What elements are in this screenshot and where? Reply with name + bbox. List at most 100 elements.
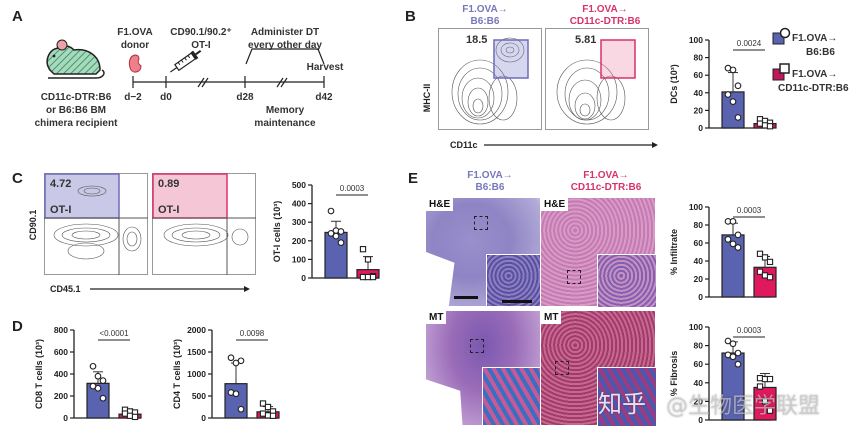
x-axis-label-cd45: CD45.1 [50, 284, 81, 294]
e-group2-title: F1.OVA→ CD11c-DTR:B6 [570, 170, 642, 193]
p-value: 0.0024 [737, 39, 762, 48]
histology-he-dtr [541, 198, 657, 308]
timepoint-d28: d28 [236, 92, 254, 103]
data-point [729, 353, 737, 361]
histology-mt-b6 [426, 311, 540, 425]
data-point [756, 268, 764, 275]
p-value: 0.0098 [240, 329, 265, 338]
p-value: 0.0003 [340, 184, 365, 193]
data-point [761, 375, 769, 383]
data-point [259, 400, 267, 407]
data-point [766, 375, 774, 383]
svg-text:100: 100 [689, 322, 703, 332]
histology-he-b6 [426, 198, 540, 306]
timepoint-d42: d42 [315, 92, 333, 103]
svg-text:1000: 1000 [187, 369, 206, 379]
svg-text:200: 200 [54, 391, 68, 401]
svg-text:80: 80 [694, 220, 704, 230]
data-point [729, 218, 737, 225]
data-point [761, 122, 769, 129]
legend-blue-symbol [772, 27, 791, 45]
legend-item2-line2: CD11c-DTR:B6 [778, 83, 849, 94]
watermark-zhihu: 知乎 [598, 390, 646, 418]
legend-item1-line2: B6:B6 [806, 47, 835, 58]
panel-letter-b: B [405, 8, 416, 25]
data-point [766, 258, 774, 266]
svg-text:2000: 2000 [187, 325, 206, 335]
data-point [766, 407, 774, 414]
donor-label: F1.OVA donor [117, 27, 153, 51]
svg-text:200: 200 [292, 236, 306, 246]
gate-value-c1: 4.72 [50, 178, 72, 190]
svg-text:800: 800 [54, 325, 68, 335]
data-point [724, 91, 732, 98]
data-point [269, 412, 277, 419]
data-point [337, 228, 345, 235]
svg-text:0: 0 [63, 413, 68, 423]
y-axis-label-cd90: CD90.1 [28, 210, 38, 241]
y-axis-label: CD4 T cells (10³) [172, 339, 182, 409]
svg-text:100: 100 [689, 202, 703, 212]
gate-label-c1: OT-I [50, 204, 72, 216]
group2-title: F1.OVA→ CD11c-DTR:B6 [569, 4, 641, 27]
bar [86, 382, 110, 419]
bar-chart-infiltrate: % Infiltrate 0 20 40 60 80 100 0.0003 [669, 202, 777, 302]
svg-text:20: 20 [694, 105, 704, 115]
panel-letter-a: A [12, 8, 23, 25]
bar-chart-cd4: CD4 T cells (10³) 0 500 1000 1500 2000 0.0098 [172, 325, 280, 423]
timeline [132, 76, 325, 88]
data-point [756, 383, 764, 390]
gate-label-c2: OT-I [158, 204, 180, 216]
svg-text:0: 0 [301, 273, 306, 283]
data-point [264, 403, 272, 411]
svg-text:80: 80 [694, 53, 704, 63]
watermark-account: @生物医学联盟 [666, 394, 821, 419]
data-point [131, 413, 139, 421]
legend-pink-symbol [772, 63, 790, 81]
p-value: <0.0001 [99, 329, 129, 338]
syringe-icon [169, 50, 202, 73]
flow-plot-b1 [438, 28, 542, 130]
data-point [729, 98, 737, 105]
data-point [761, 272, 769, 279]
svg-text:400: 400 [54, 369, 68, 379]
svg-text:100: 100 [689, 35, 703, 45]
data-point [761, 254, 769, 261]
data-point [729, 240, 737, 248]
y-axis-label: % Fibrosis [669, 351, 679, 397]
svg-text:40: 40 [694, 378, 704, 388]
data-point [259, 410, 267, 417]
y-axis-label: DCs (10³) [669, 64, 679, 104]
x-axis-label-cd11c: CD11c [450, 140, 478, 150]
svg-text:20: 20 [694, 274, 704, 284]
data-point [237, 405, 245, 413]
svg-text:0: 0 [698, 292, 703, 302]
svg-text:40: 40 [694, 256, 704, 266]
data-point [89, 362, 97, 370]
svg-text:40: 40 [694, 88, 704, 98]
data-point [766, 274, 774, 281]
data-point [756, 120, 764, 127]
bar [224, 383, 248, 419]
timepoint-d0: d0 [160, 92, 172, 103]
y-axis-label: CD8 T cells (10³) [34, 339, 44, 409]
svg-text:500: 500 [292, 180, 306, 190]
transfer-label: CD90.1/90.2⁺ OT-I [170, 27, 232, 51]
y-axis-label: OT-I cells (10³) [272, 201, 282, 263]
data-point [121, 410, 129, 417]
data-point [94, 372, 102, 380]
svg-text:20: 20 [694, 396, 704, 406]
mouse-icon [46, 39, 105, 79]
data-point [724, 236, 732, 243]
timepoint-d-2: d−2 [124, 92, 142, 103]
data-point [729, 340, 737, 348]
phase-label: Memory maintenance [254, 105, 316, 129]
svg-text:60: 60 [694, 70, 704, 80]
svg-text:300: 300 [292, 217, 306, 227]
svg-text:400: 400 [292, 199, 306, 209]
gate-value-c2: 0.89 [158, 178, 180, 190]
stain-label-mt-1: MT [426, 311, 447, 324]
stain-label-mt-2: MT [541, 311, 562, 324]
recipient-label: CD11c-DTR:B6 or B6:B6 BM chimera recipie… [34, 92, 118, 129]
gate-value-b2: 5.81 [575, 34, 597, 46]
